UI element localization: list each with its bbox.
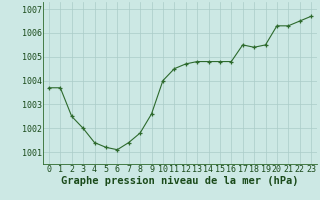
X-axis label: Graphe pression niveau de la mer (hPa): Graphe pression niveau de la mer (hPa)	[61, 176, 299, 186]
